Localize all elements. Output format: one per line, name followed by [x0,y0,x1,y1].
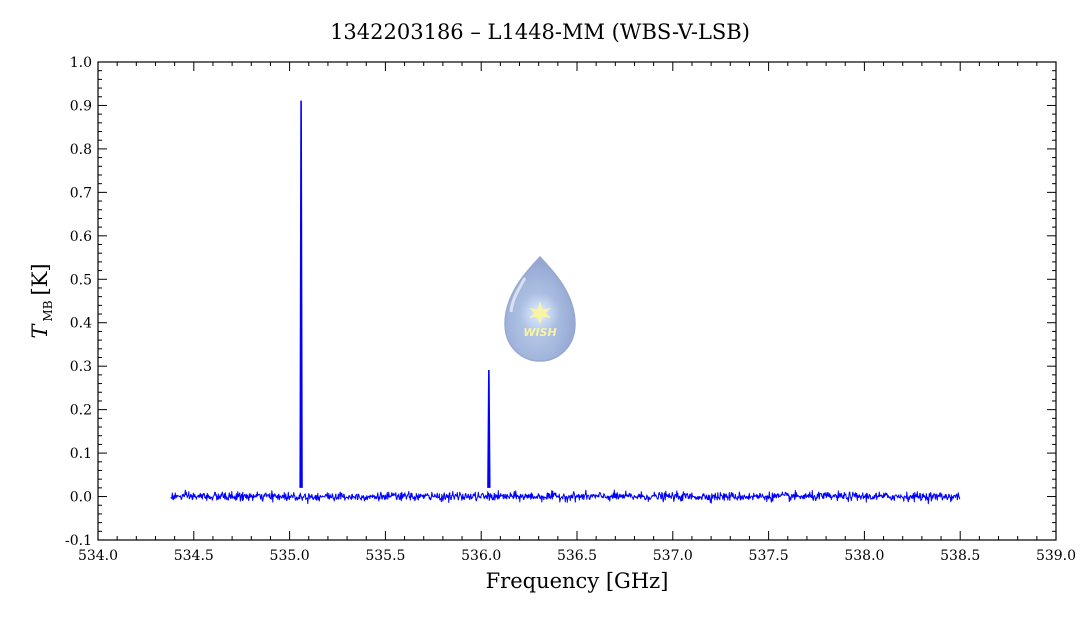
x-tick-label: 535.5 [365,548,405,564]
star-icon [529,301,551,325]
y-axis-label: T MB [K] [28,263,55,338]
x-tick-label: 536.0 [461,548,501,564]
y-tick-label: 0.7 [70,185,92,201]
y-axis-label-subscript: MB [41,300,55,321]
x-tick-label: 537.5 [749,548,789,564]
plot-frame [97,61,1057,541]
y-tick-label: 0.8 [70,142,92,158]
y-tick-label: 0.0 [70,490,92,506]
y-tick-label: 0.2 [70,403,92,419]
x-tick-label: 538.0 [844,548,884,564]
axis-ticks [97,61,1057,541]
y-axis-label-symbol: T [28,323,52,339]
y-tick-label: 0.9 [70,98,92,114]
y-tick-label: 0.1 [70,446,92,462]
x-axis-label: Frequency [GHz] [486,569,669,593]
chart-title: 1342203186 – L1448-MM (WBS-V-LSB) [330,20,750,44]
wish-watermark-text: WISH [523,326,556,339]
wish-watermark: WISH [504,255,576,362]
spectrum-line [170,489,961,505]
x-tick-label: 537.0 [653,548,693,564]
y-tick-label: -0.1 [65,533,92,549]
y-axis-label-unit: [K] [28,263,52,295]
x-tick-label: 536.5 [557,548,597,564]
x-tick-label: 538.5 [940,548,980,564]
y-tick-label: 0.3 [70,359,92,375]
spectral-peak [487,370,491,488]
x-tick-label: 539.0 [1036,548,1076,564]
y-tick-label: 0.6 [70,229,92,245]
axis-tick-labels: 534.0 534.5 535.0 535.5 536.0 536.5 537.0 537.5… [65,55,1076,564]
x-tick-label: 535.0 [270,548,310,564]
spectral-peaks [299,100,491,488]
x-tick-label: 534.5 [174,548,214,564]
y-tick-label: 1.0 [70,55,92,71]
y-tick-label: 0.4 [70,316,92,332]
spectral-peak [299,100,303,488]
x-tick-label: 534.0 [78,548,118,564]
y-tick-label: 0.5 [70,272,92,288]
